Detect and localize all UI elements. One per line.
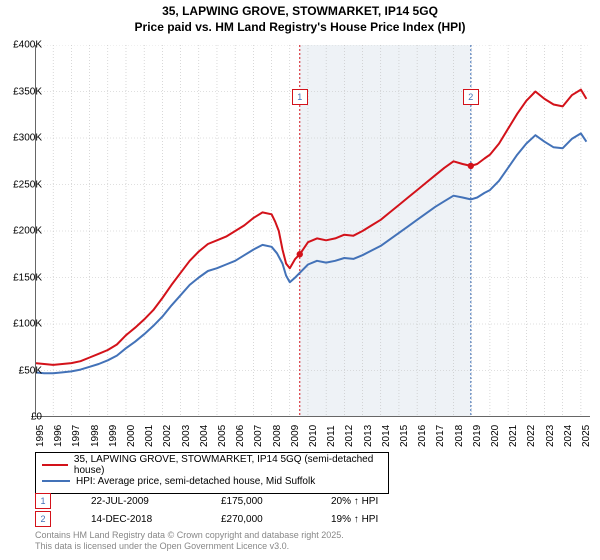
title-block: 35, LAPWING GROVE, STOWMARKET, IP14 5GQ …	[0, 0, 600, 35]
marker-delta-1: 19% ↑ HPI	[331, 514, 441, 525]
legend-label-0: 35, LAPWING GROVE, STOWMARKET, IP14 5GQ …	[74, 454, 382, 476]
chart-container: 35, LAPWING GROVE, STOWMARKET, IP14 5GQ …	[0, 0, 600, 560]
x-tick-label: 2013	[363, 425, 374, 447]
legend-label-1: HPI: Average price, semi-detached house,…	[76, 476, 315, 487]
x-tick-label: 2002	[162, 425, 173, 447]
title-line-2: Price paid vs. HM Land Registry's House …	[0, 20, 600, 36]
x-tick-label: 2016	[417, 425, 428, 447]
footer: Contains HM Land Registry data © Crown c…	[35, 530, 344, 553]
footer-line-2: This data is licensed under the Open Gov…	[35, 541, 344, 552]
marker-box-1: 2	[35, 511, 51, 527]
x-tick-label: 2006	[235, 425, 246, 447]
x-tick-label: 2012	[344, 425, 355, 447]
x-tick-label: 2007	[253, 425, 264, 447]
x-tick-label: 2005	[217, 425, 228, 447]
plot-svg	[35, 45, 590, 417]
x-tick-label: 2019	[472, 425, 483, 447]
marker-date-1: 14-DEC-2018	[91, 514, 221, 525]
chart-area	[35, 45, 590, 417]
y-tick-label: £150K	[13, 272, 42, 283]
y-tick-label: £250K	[13, 179, 42, 190]
legend-swatch-0	[42, 464, 68, 466]
x-tick-label: 2008	[272, 425, 283, 447]
x-tick-label: 2017	[435, 425, 446, 447]
marker-callout-1: 1	[292, 89, 308, 105]
x-tick-label: 1997	[71, 425, 82, 447]
x-tick-label: 2014	[381, 425, 392, 447]
x-tick-label: 1996	[53, 425, 64, 447]
marker-delta-0: 20% ↑ HPI	[331, 496, 441, 507]
legend-row-0: 35, LAPWING GROVE, STOWMARKET, IP14 5GQ …	[42, 457, 382, 473]
marker-price-0: £175,000	[221, 496, 331, 507]
x-tick-label: 1999	[108, 425, 119, 447]
x-tick-label: 2010	[308, 425, 319, 447]
x-tick-label: 2001	[144, 425, 155, 447]
x-tick-label: 2025	[581, 425, 592, 447]
marker-row-0: 1 22-JUL-2009 £175,000 20% ↑ HPI	[35, 492, 575, 510]
legend-swatch-1	[42, 480, 70, 482]
marker-callout-2: 2	[463, 89, 479, 105]
y-tick-label: £350K	[13, 86, 42, 97]
title-line-1: 35, LAPWING GROVE, STOWMARKET, IP14 5GQ	[0, 4, 600, 20]
x-tick-label: 1995	[35, 425, 46, 447]
y-tick-label: £400K	[13, 40, 42, 51]
x-tick-label: 2003	[181, 425, 192, 447]
marker-row-1: 2 14-DEC-2018 £270,000 19% ↑ HPI	[35, 510, 575, 528]
legend-box: 35, LAPWING GROVE, STOWMARKET, IP14 5GQ …	[35, 452, 389, 494]
marker-box-0: 1	[35, 493, 51, 509]
marker-table: 1 22-JUL-2009 £175,000 20% ↑ HPI 2 14-DE…	[35, 492, 575, 528]
y-tick-label: £200K	[13, 226, 42, 237]
x-tick-label: 2018	[454, 425, 465, 447]
x-tick-label: 2022	[526, 425, 537, 447]
x-tick-label: 2024	[563, 425, 574, 447]
y-tick-label: £50K	[19, 365, 42, 376]
y-tick-label: £100K	[13, 319, 42, 330]
x-tick-label: 1998	[90, 425, 101, 447]
footer-line-1: Contains HM Land Registry data © Crown c…	[35, 530, 344, 541]
x-tick-label: 2020	[490, 425, 501, 447]
x-tick-label: 2011	[326, 425, 337, 447]
x-tick-label: 2015	[399, 425, 410, 447]
marker-price-1: £270,000	[221, 514, 331, 525]
x-tick-label: 2009	[290, 425, 301, 447]
x-tick-label: 2004	[199, 425, 210, 447]
y-tick-label: £300K	[13, 133, 42, 144]
x-axis-labels: 1995 1996 1997 1998 1999 2000 2001 2002 2003 2004…	[35, 417, 590, 452]
x-tick-label: 2021	[508, 425, 519, 447]
x-tick-label: 2023	[545, 425, 556, 447]
x-tick-label: 2000	[126, 425, 137, 447]
marker-date-0: 22-JUL-2009	[91, 496, 221, 507]
y-tick-label: £0	[31, 412, 42, 423]
